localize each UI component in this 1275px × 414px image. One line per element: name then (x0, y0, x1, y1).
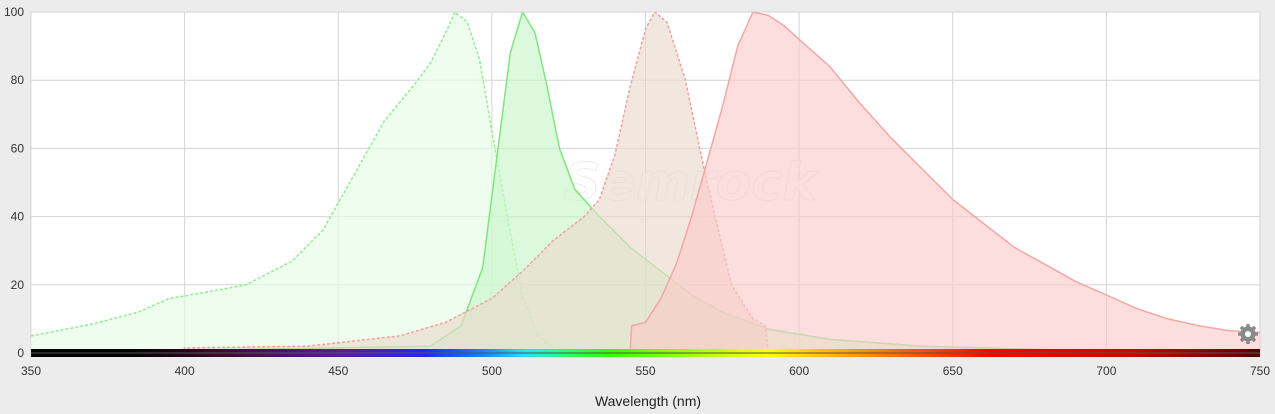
series-4-emission-area (31, 12, 1260, 353)
y-tick-label: 80 (11, 73, 25, 87)
x-axis-title: Wavelength (nm) (595, 393, 701, 409)
x-tick-label: 450 (328, 364, 348, 378)
y-tick-label: 0 (17, 346, 24, 360)
x-tick-label: 750 (1250, 364, 1270, 378)
y-axis-ticks: 0 20 40 60 80 100 (4, 5, 24, 360)
y-tick-label: 40 (11, 210, 25, 224)
y-tick-label: 100 (4, 5, 24, 19)
series-3-excitation-area (31, 12, 1260, 353)
x-tick-label: 650 (943, 364, 963, 378)
x-tick-label: 500 (482, 364, 502, 378)
x-tick-label: 600 (789, 364, 809, 378)
x-tick-label: 350 (21, 364, 41, 378)
y-tick-label: 60 (11, 141, 25, 155)
x-tick-label: 550 (635, 364, 655, 378)
series-1-excitation-area (31, 12, 1260, 353)
series-4-emission-line (31, 12, 1260, 354)
x-tick-label: 400 (175, 364, 195, 378)
x-axis-ticks: 350 400 450 500 550 600 650 700 750 (21, 364, 1270, 378)
y-tick-label: 20 (11, 278, 25, 292)
series-layer (31, 12, 1260, 354)
x-tick-label: 700 (1096, 364, 1116, 378)
gear-icon[interactable] (1238, 324, 1258, 344)
